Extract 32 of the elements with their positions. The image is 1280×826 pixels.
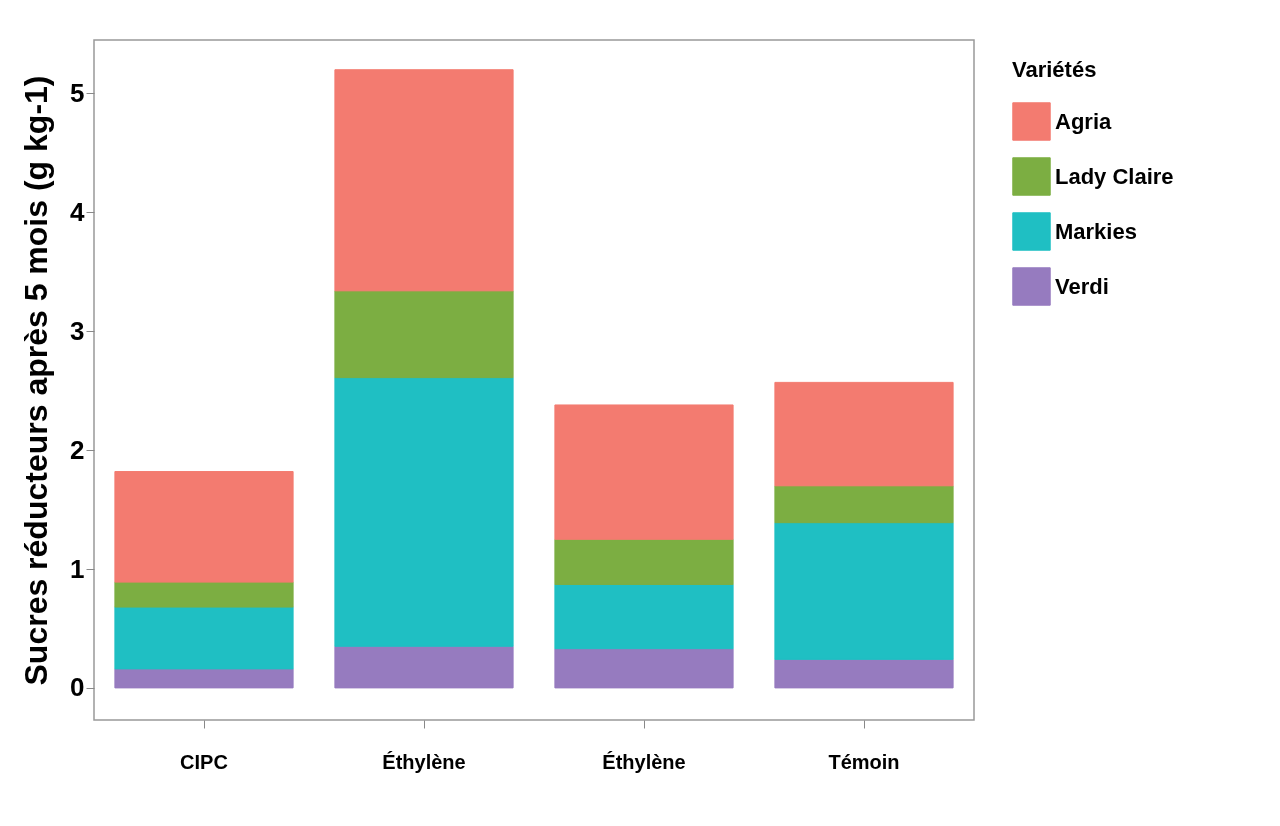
bar: [334, 290, 514, 379]
bar: [554, 583, 734, 650]
bar: [114, 606, 294, 670]
y-tick-label: 5: [70, 78, 85, 108]
x-tick-label: Éthylène: [602, 750, 686, 773]
bar: [334, 645, 514, 689]
y-axis-title: Sucres réducteurs après 5 mois (g kg-1): [18, 75, 55, 686]
legend-label: Agria: [1055, 108, 1112, 134]
bar: [774, 381, 954, 487]
bar: [334, 377, 514, 647]
y-tick-label: 1: [70, 553, 85, 584]
legend-title: Variétés: [1012, 57, 1097, 82]
bar: [554, 538, 734, 585]
x-tick-label: Témoin: [828, 750, 900, 773]
x-tick-label: Éthylène: [382, 750, 466, 773]
bar: [774, 658, 954, 689]
legend-label: Markies: [1055, 218, 1137, 244]
y-tick-label: 2: [70, 434, 85, 465]
bar: [554, 404, 734, 540]
bar: [554, 648, 734, 689]
y-tick-label: 0: [70, 672, 85, 703]
bar: [774, 485, 954, 524]
x-tick-label: CIPC: [180, 750, 228, 773]
legend-label: Lady Claire: [1055, 163, 1174, 189]
legend-label: Verdi: [1055, 273, 1109, 299]
y-tick-label: 3: [70, 315, 85, 346]
bar: [114, 471, 294, 583]
bar: [774, 522, 954, 660]
y-tick-label: 4: [70, 196, 86, 227]
bar: [114, 581, 294, 608]
bar: [334, 69, 514, 292]
bar: [114, 668, 294, 689]
